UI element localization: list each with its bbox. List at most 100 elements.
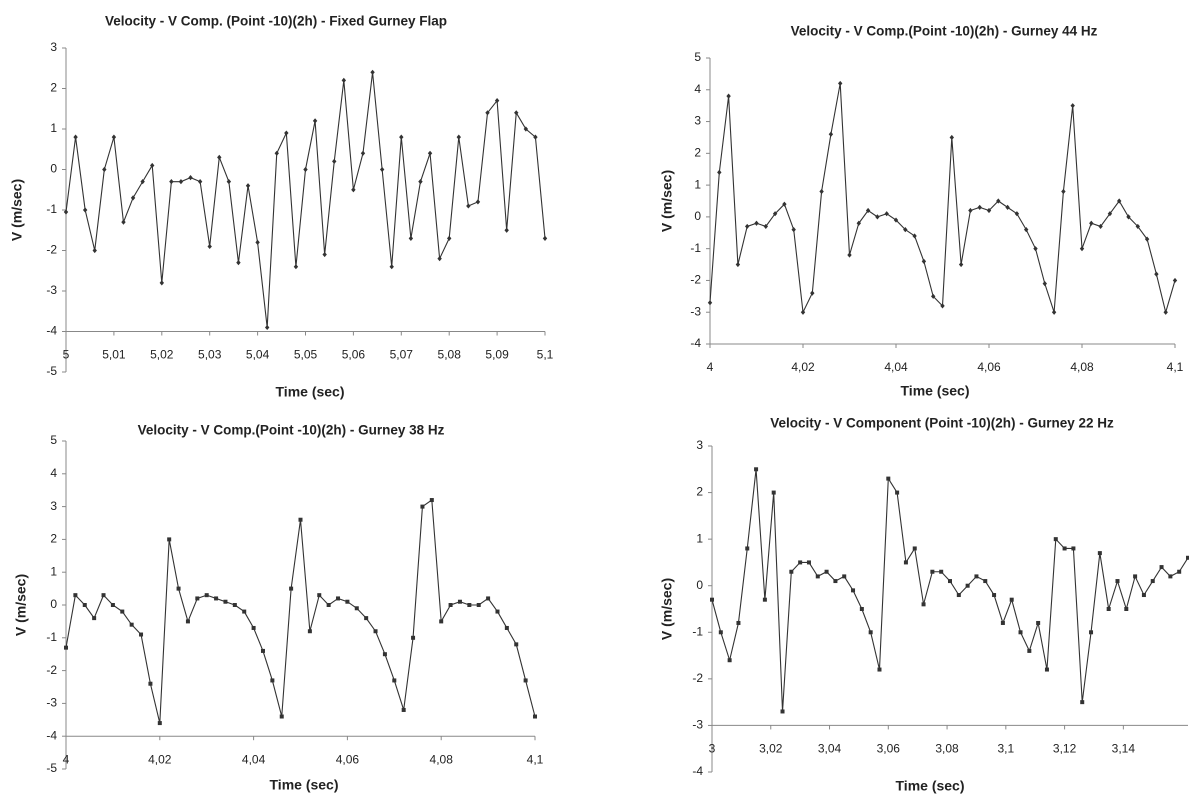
data-marker: [931, 293, 936, 299]
y-axis-title: V (m/sec): [13, 574, 29, 636]
chart-panel: Velocity - V Comp.(Point -10)(2h) - Gurn…: [659, 24, 1184, 399]
data-marker: [1051, 309, 1057, 315]
data-marker: [185, 619, 190, 624]
data-marker: [466, 203, 471, 209]
data-marker: [73, 593, 78, 598]
data-marker: [251, 625, 256, 630]
data-marker: [1168, 574, 1173, 579]
y-tick-label: -3: [692, 718, 703, 732]
data-marker: [312, 118, 318, 124]
data-marker: [1089, 630, 1094, 635]
data-marker: [847, 252, 852, 258]
y-axis-title: V (m/sec): [659, 170, 675, 232]
data-marker: [204, 593, 209, 598]
data-marker: [159, 280, 164, 286]
data-marker: [139, 632, 144, 637]
x-tick-label: 3,06: [877, 742, 901, 756]
data-marker: [983, 579, 988, 584]
data-marker: [270, 678, 275, 683]
x-tick-label: 4,02: [148, 752, 172, 766]
data-marker: [949, 134, 954, 141]
data-marker: [354, 606, 359, 611]
data-marker: [1154, 271, 1159, 277]
data-marker: [1124, 607, 1129, 611]
data-marker: [996, 198, 1001, 204]
x-tick-label: 4,08: [1070, 360, 1094, 374]
y-tick-label: 0: [694, 209, 701, 223]
data-marker: [992, 593, 997, 598]
x-tick-label: 4,04: [242, 752, 266, 766]
data-marker: [1141, 593, 1146, 598]
data-marker: [921, 258, 927, 264]
data-marker: [379, 166, 385, 173]
data-marker: [514, 110, 519, 116]
data-marker: [735, 261, 741, 268]
data-marker: [64, 645, 68, 650]
data-marker: [178, 179, 184, 185]
data-marker: [1024, 227, 1029, 233]
chart-panel: Velocity - V Comp. (Point -10)(2h) - Fix…: [9, 14, 554, 400]
data-marker: [1009, 597, 1014, 602]
y-tick-label: -2: [46, 243, 57, 257]
data-marker: [217, 154, 222, 160]
chart-panel: Velocity - V Comp.(Point -10)(2h) - Gurn…: [13, 423, 544, 793]
y-tick-label: 2: [50, 81, 57, 95]
y-tick-label: -4: [692, 764, 703, 778]
data-marker: [1062, 546, 1067, 551]
data-marker: [1018, 630, 1023, 635]
data-marker: [798, 560, 803, 565]
y-tick-label: -1: [690, 241, 701, 255]
data-marker: [214, 596, 219, 601]
x-tick-label: 3,02: [759, 742, 783, 756]
x-axis-title: Time (sec): [901, 383, 970, 399]
data-marker: [772, 211, 778, 217]
data-marker: [523, 126, 529, 132]
data-marker: [789, 569, 794, 574]
y-tick-label: 2: [694, 146, 701, 160]
x-tick-label: 4: [63, 752, 70, 766]
data-marker: [533, 714, 537, 719]
y-axis-title: V (m/sec): [659, 578, 675, 640]
data-marker: [307, 629, 312, 634]
data-marker: [476, 603, 481, 607]
data-marker: [274, 150, 279, 156]
data-marker: [754, 220, 759, 226]
data-marker: [726, 93, 731, 99]
data-marker: [427, 150, 433, 156]
x-tick-label: 4,08: [430, 752, 454, 766]
data-marker: [856, 220, 861, 226]
x-tick-label: 5: [63, 348, 70, 362]
data-marker: [1098, 223, 1103, 230]
y-tick-label: 3: [694, 114, 701, 128]
data-marker: [418, 179, 423, 185]
data-marker: [865, 207, 871, 214]
data-marker: [1159, 565, 1164, 570]
data-marker: [1027, 648, 1032, 653]
x-axis-title: Time (sec): [276, 384, 345, 400]
data-marker: [236, 260, 241, 266]
y-tick-label: 4: [50, 466, 57, 480]
data-marker: [399, 134, 404, 140]
y-tick-label: -5: [46, 364, 57, 378]
y-tick-label: 5: [50, 433, 57, 447]
data-marker: [73, 134, 78, 140]
y-tick-label: -2: [46, 663, 57, 677]
data-marker: [1014, 211, 1020, 217]
data-marker: [389, 264, 394, 270]
data-marker: [903, 560, 908, 565]
data-marker: [1144, 236, 1150, 242]
data-marker: [382, 652, 387, 657]
y-tick-label: -3: [690, 304, 701, 318]
data-marker: [92, 616, 97, 621]
y-tick-label: 2: [50, 532, 57, 546]
data-marker: [1106, 607, 1111, 611]
data-marker: [1079, 246, 1085, 252]
data-marker: [707, 300, 713, 306]
x-tick-label: 3,14: [1112, 742, 1136, 756]
data-marker: [939, 569, 944, 574]
x-tick-label: 4,06: [336, 752, 360, 766]
data-marker: [754, 467, 759, 472]
data-marker: [150, 162, 155, 169]
x-tick-label: 3,04: [818, 742, 842, 756]
y-tick-label: -4: [46, 728, 57, 742]
